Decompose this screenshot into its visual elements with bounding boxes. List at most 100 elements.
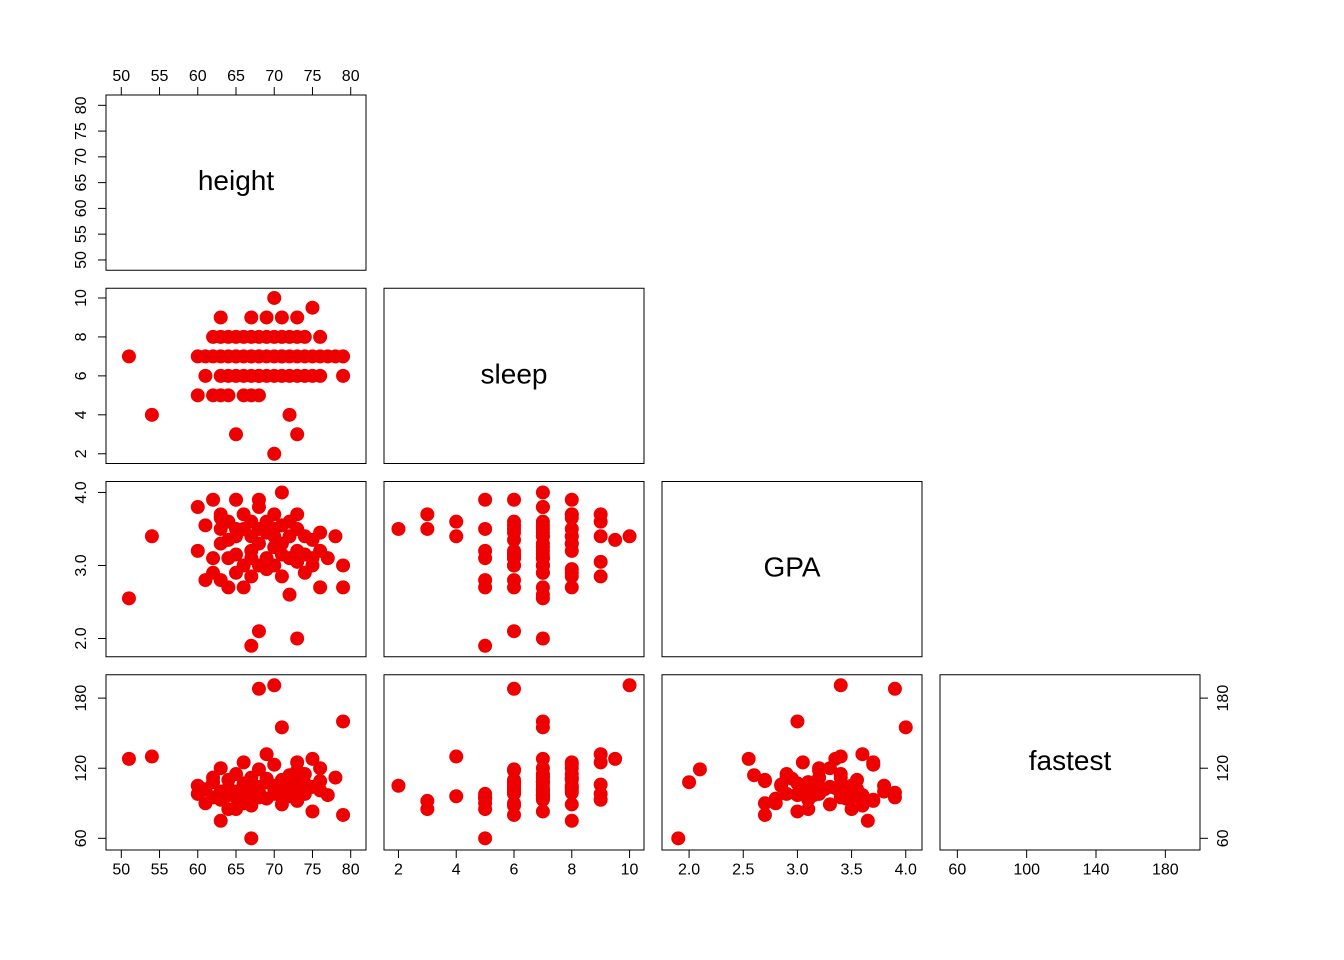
data-point bbox=[267, 291, 281, 305]
data-point bbox=[758, 774, 772, 788]
data-point bbox=[565, 529, 579, 543]
data-point bbox=[221, 388, 235, 402]
x-tick-label: 4.0 bbox=[895, 861, 917, 878]
y-tick-label: 55 bbox=[73, 225, 90, 243]
data-point bbox=[742, 752, 756, 766]
data-point bbox=[244, 639, 258, 653]
data-point bbox=[780, 787, 794, 801]
data-point bbox=[283, 588, 297, 602]
panel-border bbox=[106, 675, 366, 850]
data-point bbox=[845, 802, 859, 816]
data-point bbox=[313, 330, 327, 344]
x-tick-label: 8 bbox=[567, 861, 576, 878]
data-point bbox=[536, 631, 550, 645]
data-point bbox=[252, 369, 266, 383]
data-point bbox=[565, 511, 579, 525]
data-point bbox=[801, 788, 815, 802]
x-tick-label: 75 bbox=[304, 861, 322, 878]
data-point bbox=[812, 761, 826, 775]
data-point bbox=[536, 788, 550, 802]
scatter-GPA-vs-height bbox=[122, 485, 350, 652]
x-tick-label: 2.5 bbox=[732, 861, 754, 878]
data-point bbox=[594, 778, 608, 792]
data-point bbox=[536, 500, 550, 514]
data-point bbox=[206, 493, 220, 507]
data-point bbox=[839, 783, 853, 797]
data-point bbox=[290, 310, 304, 324]
data-point bbox=[507, 493, 521, 507]
data-point bbox=[608, 752, 622, 766]
data-point bbox=[861, 814, 875, 828]
data-point bbox=[145, 529, 159, 543]
y-tick-label: 60 bbox=[73, 829, 90, 847]
data-point bbox=[336, 558, 350, 572]
data-point bbox=[834, 771, 848, 785]
data-point bbox=[214, 310, 228, 324]
x-tick-label: 3.0 bbox=[786, 861, 808, 878]
x-tick-label: 6 bbox=[510, 861, 519, 878]
data-point bbox=[536, 580, 550, 594]
x-tick-label: 55 bbox=[151, 861, 169, 878]
y-tick-label: 75 bbox=[73, 122, 90, 140]
data-point bbox=[594, 569, 608, 583]
data-point bbox=[313, 369, 327, 383]
data-point bbox=[275, 310, 289, 324]
data-point bbox=[478, 551, 492, 565]
y-tick-label: 3.0 bbox=[73, 554, 90, 576]
data-point bbox=[420, 522, 434, 536]
data-point bbox=[478, 831, 492, 845]
data-point bbox=[866, 758, 880, 772]
data-point bbox=[682, 775, 696, 789]
x-tick-label: 180 bbox=[1152, 861, 1179, 878]
data-point bbox=[321, 788, 335, 802]
data-point bbox=[214, 761, 228, 775]
data-point bbox=[899, 720, 913, 734]
data-point bbox=[145, 408, 159, 422]
data-point bbox=[594, 515, 608, 529]
data-point bbox=[145, 750, 159, 764]
variable-label-fastest: fastest bbox=[1029, 745, 1112, 776]
data-point bbox=[321, 551, 335, 565]
data-point bbox=[267, 447, 281, 461]
data-point bbox=[336, 369, 350, 383]
x-tick-label: 70 bbox=[265, 68, 283, 85]
data-point bbox=[298, 330, 312, 344]
data-point bbox=[507, 783, 521, 797]
x-tick-label: 55 bbox=[151, 68, 169, 85]
data-point bbox=[420, 507, 434, 521]
x-tick-label: 2 bbox=[394, 861, 403, 878]
y-tick-label: 10 bbox=[73, 289, 90, 307]
data-point bbox=[828, 752, 842, 766]
y-tick-label: 70 bbox=[73, 148, 90, 166]
data-point bbox=[594, 529, 608, 543]
data-point bbox=[478, 493, 492, 507]
data-point bbox=[420, 802, 434, 816]
x-tick-label: 10 bbox=[621, 861, 639, 878]
x-tick-label: 50 bbox=[112, 68, 130, 85]
y-tick-label: 4 bbox=[73, 410, 90, 419]
x-tick-label: 70 bbox=[265, 861, 283, 878]
data-point bbox=[507, 526, 521, 540]
data-point bbox=[536, 558, 550, 572]
data-point bbox=[536, 485, 550, 499]
data-point bbox=[214, 511, 228, 525]
data-point bbox=[290, 631, 304, 645]
data-point bbox=[866, 794, 880, 808]
data-point bbox=[237, 755, 251, 769]
data-point bbox=[478, 522, 492, 536]
data-point bbox=[221, 580, 235, 594]
x-tick-label: 2.0 bbox=[678, 861, 700, 878]
data-point bbox=[536, 771, 550, 785]
y-tick-label: 120 bbox=[73, 755, 90, 782]
data-point bbox=[191, 500, 205, 514]
variable-label-GPA: GPA bbox=[763, 552, 820, 583]
x-tick-label: 75 bbox=[304, 68, 322, 85]
data-point bbox=[565, 797, 579, 811]
y-tick-label: 180 bbox=[73, 685, 90, 712]
data-point bbox=[305, 301, 319, 315]
data-point bbox=[267, 758, 281, 772]
data-point bbox=[888, 682, 902, 696]
data-point bbox=[536, 720, 550, 734]
data-point bbox=[191, 388, 205, 402]
y-tick-label: 120 bbox=[1215, 755, 1232, 782]
